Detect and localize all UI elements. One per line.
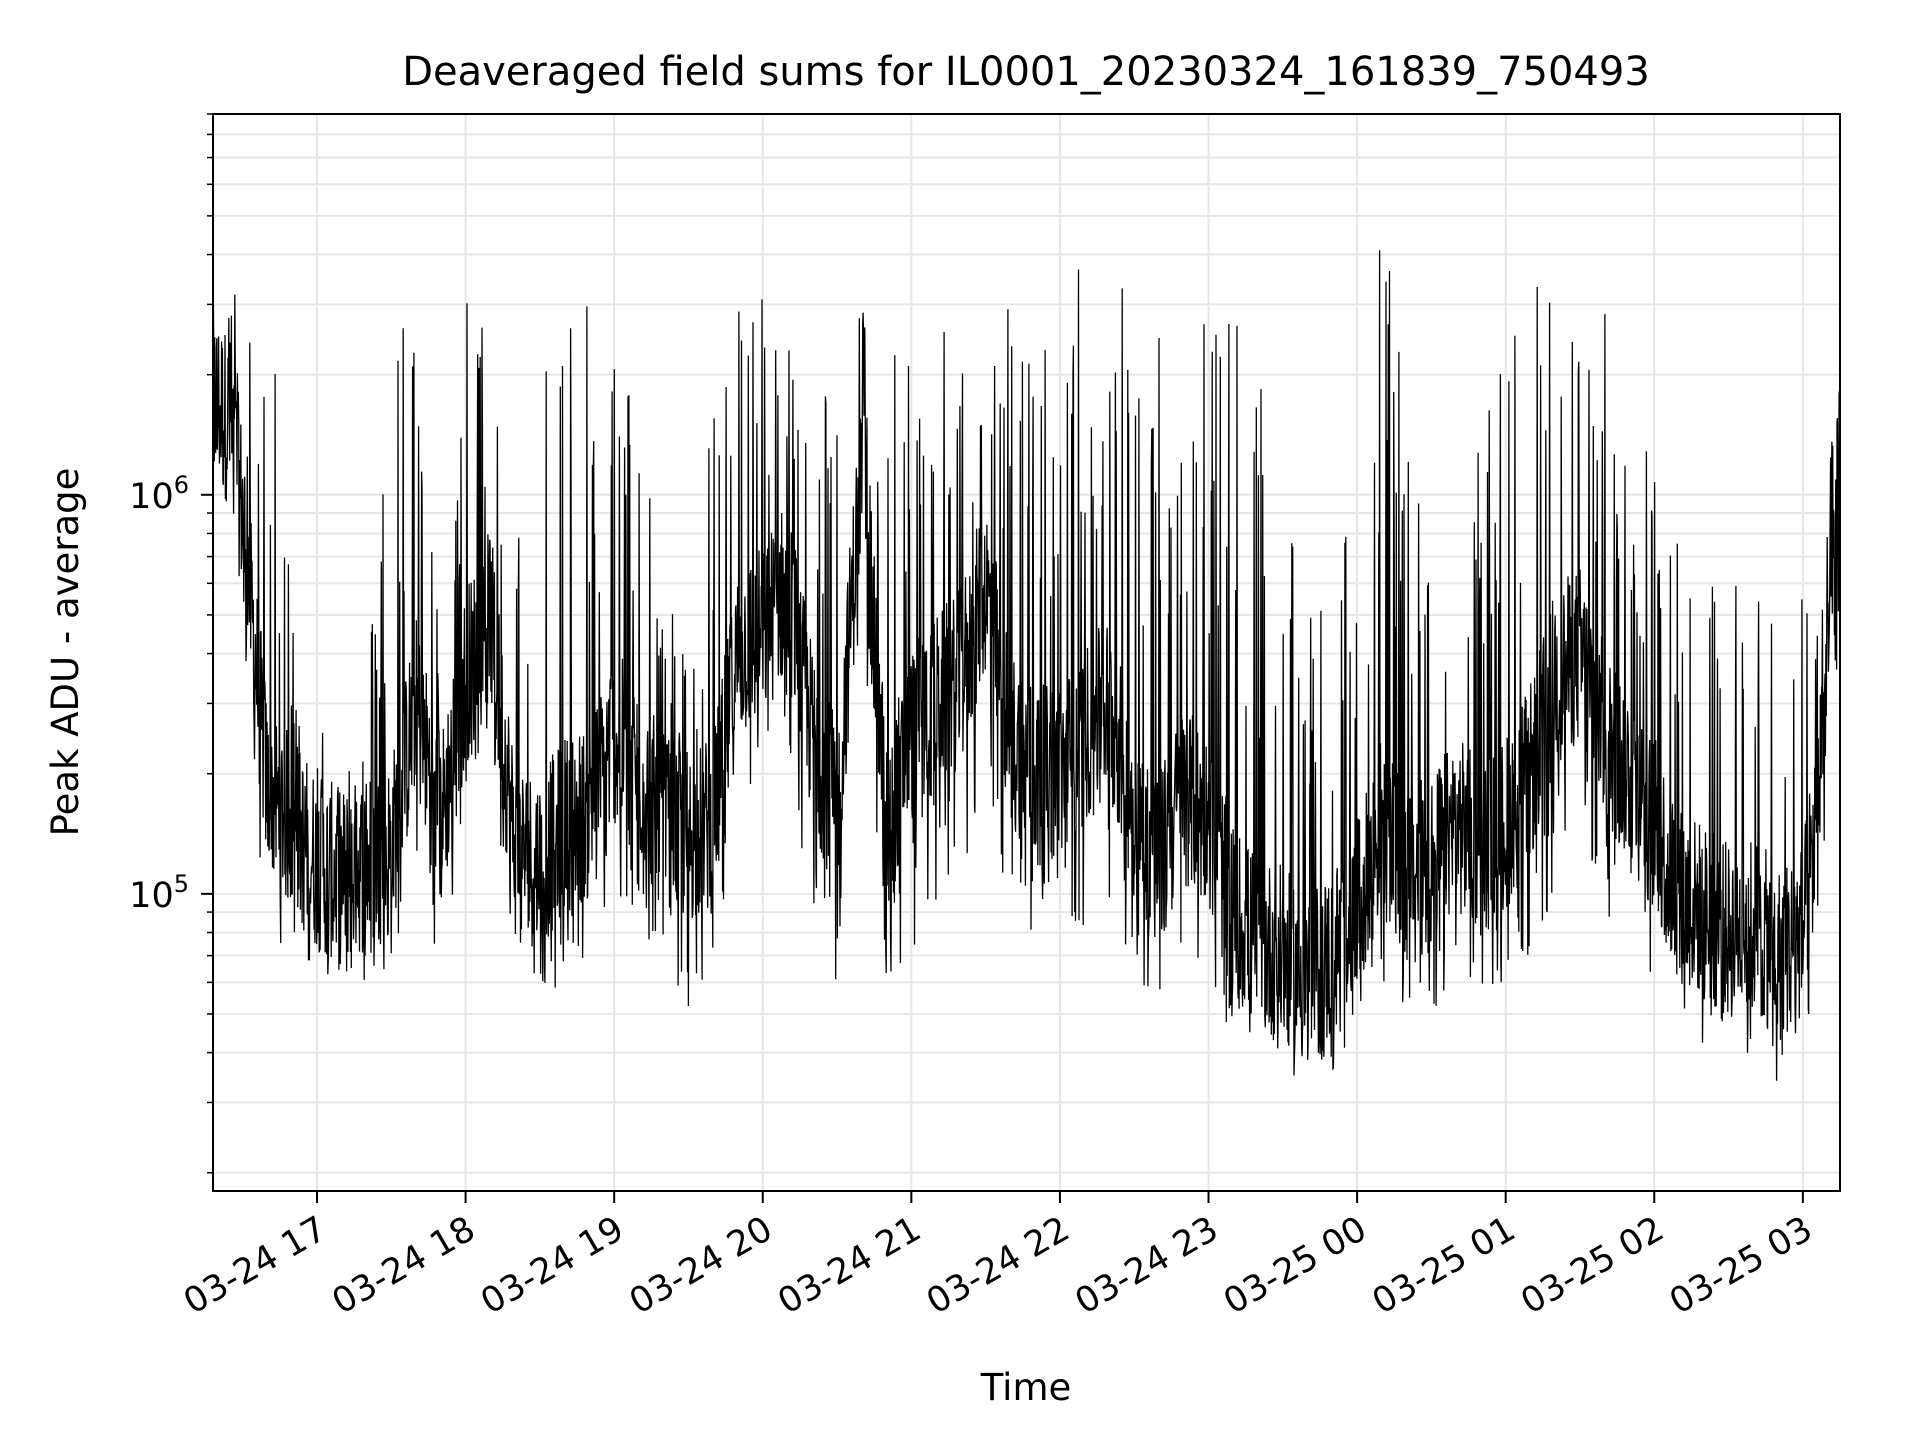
y-axis-label: Peak ADU - average — [44, 468, 87, 837]
y-tick-label: 105 — [129, 870, 189, 916]
plot-frame — [212, 113, 1841, 1192]
data-layer — [212, 250, 1841, 1081]
y-tick-label: 106 — [129, 471, 189, 517]
series-line — [212, 250, 1841, 1081]
y-axis: 105 106 — [129, 113, 213, 1174]
x-axis-label: Time — [980, 1366, 1072, 1409]
chart-title: Deaveraged field sums for IL0001_2023032… — [402, 49, 1650, 95]
